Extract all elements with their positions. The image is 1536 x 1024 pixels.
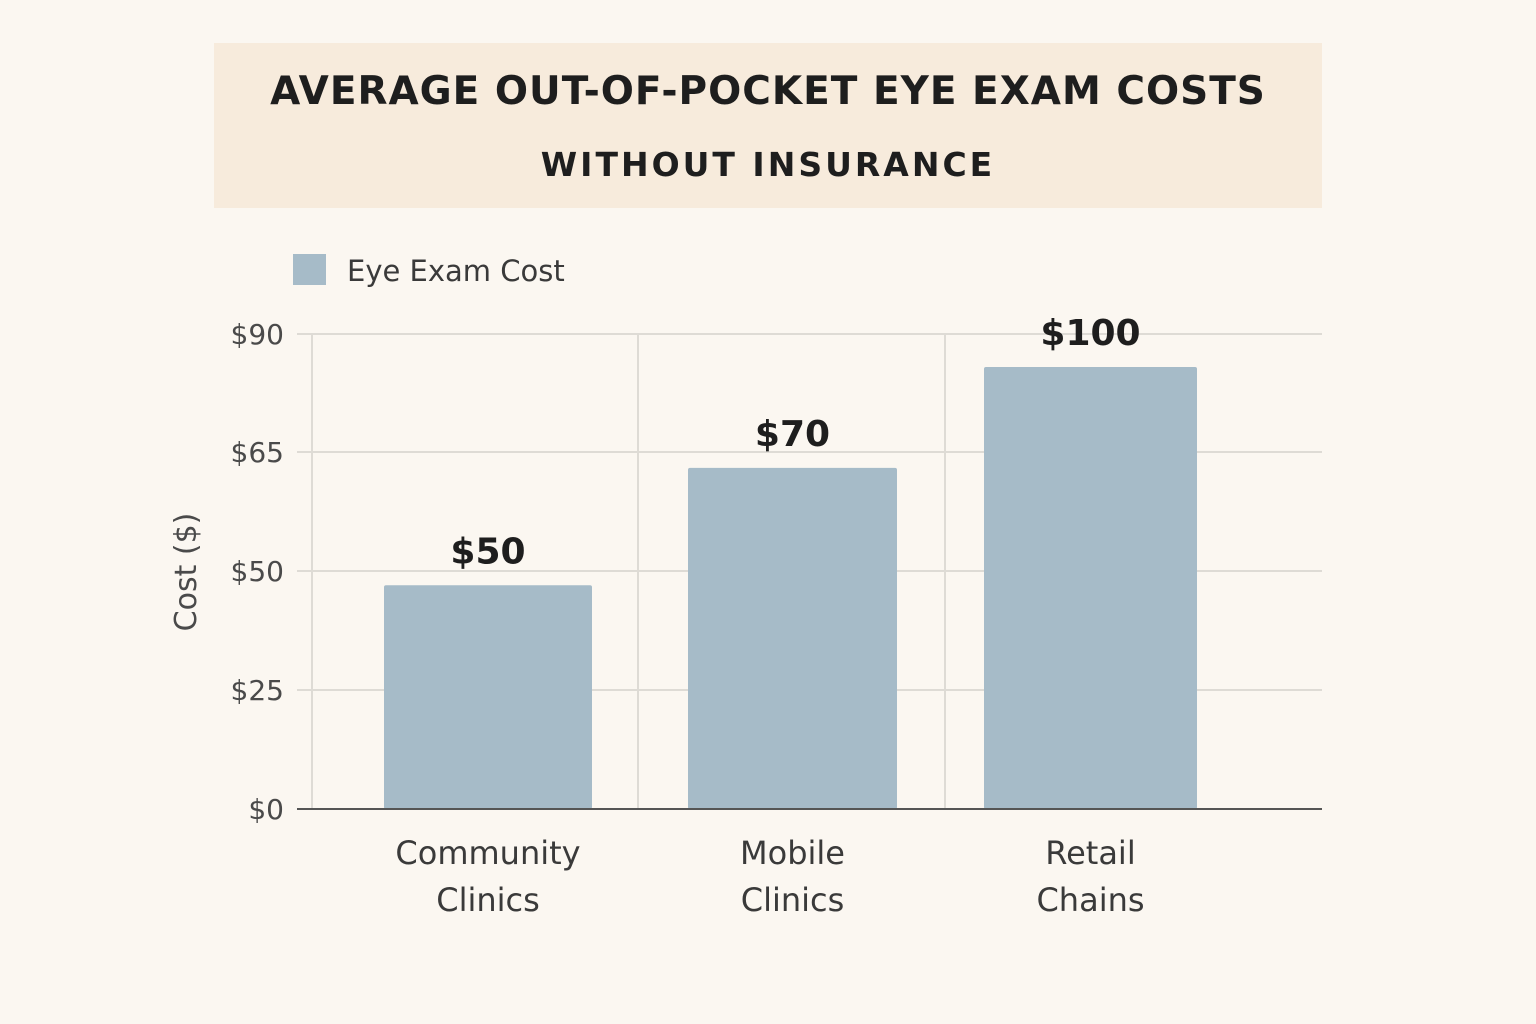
- x-tick-label: Chains: [1036, 881, 1144, 919]
- bars: [384, 367, 1197, 809]
- y-tick-label: $65: [231, 436, 284, 469]
- bar-value-label: $70: [755, 414, 830, 455]
- y-tick-label: $25: [231, 674, 284, 707]
- y-tick-label: $50: [231, 555, 284, 588]
- chart-title: AVERAGE OUT-OF-POCKET EYE EXAM COSTS: [270, 69, 1266, 114]
- legend-swatch: [293, 254, 326, 285]
- y-axis-label: Cost ($): [169, 513, 204, 632]
- bar-value-label: $100: [1040, 313, 1140, 354]
- bar-1: [688, 467, 897, 809]
- y-tick-label: $0: [248, 793, 284, 826]
- legend-label: Eye Exam Cost: [347, 254, 565, 288]
- bar-2: [984, 367, 1197, 809]
- x-tick-label: Retail: [1045, 834, 1135, 872]
- bar-0: [384, 585, 592, 809]
- x-tick-label: Clinics: [436, 881, 540, 919]
- x-tick-label: Community: [395, 834, 580, 872]
- title-banner: [214, 43, 1322, 208]
- labels: $0 $25 $50 $65 $90 $50 Community Clinics $70 Mobi…: [169, 313, 1145, 919]
- chart-subtitle: WITHOUT INSURANCE: [540, 145, 996, 184]
- y-tick-label: $90: [231, 318, 284, 351]
- bar-value-label: $50: [450, 531, 525, 572]
- legend: Eye Exam Cost: [293, 254, 565, 288]
- x-tick-label: Clinics: [741, 881, 845, 919]
- title-area: AVERAGE OUT-OF-POCKET EYE EXAM COSTS WIT…: [0, 0, 1536, 220]
- x-tick-label: Mobile: [740, 834, 845, 872]
